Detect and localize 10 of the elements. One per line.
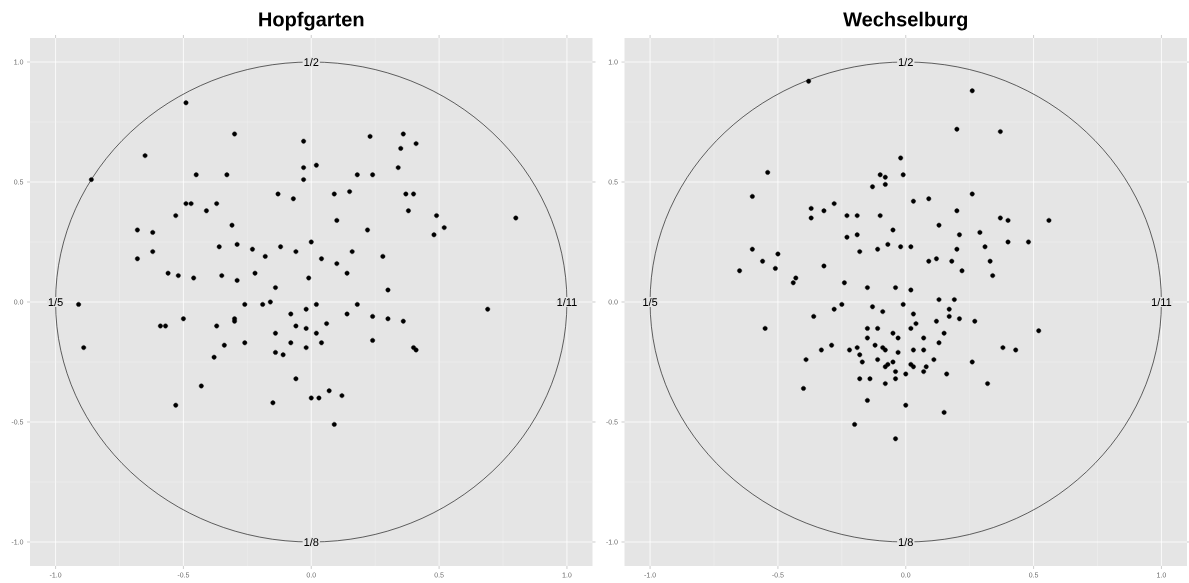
chart-title: Hopfgarten [259, 11, 364, 31]
annotation: 1/2 [898, 57, 913, 67]
chart-title: Wechselburg [843, 11, 968, 31]
annotation: 1/8 [898, 537, 913, 547]
annotation: 1/11 [557, 297, 577, 307]
annotation: 1/11 [1151, 297, 1172, 307]
annotation: 1/8 [304, 537, 319, 547]
annotation: 1/5 [48, 297, 63, 307]
annotation: 1/5 [643, 297, 658, 307]
annotation: 1/2 [304, 57, 319, 67]
